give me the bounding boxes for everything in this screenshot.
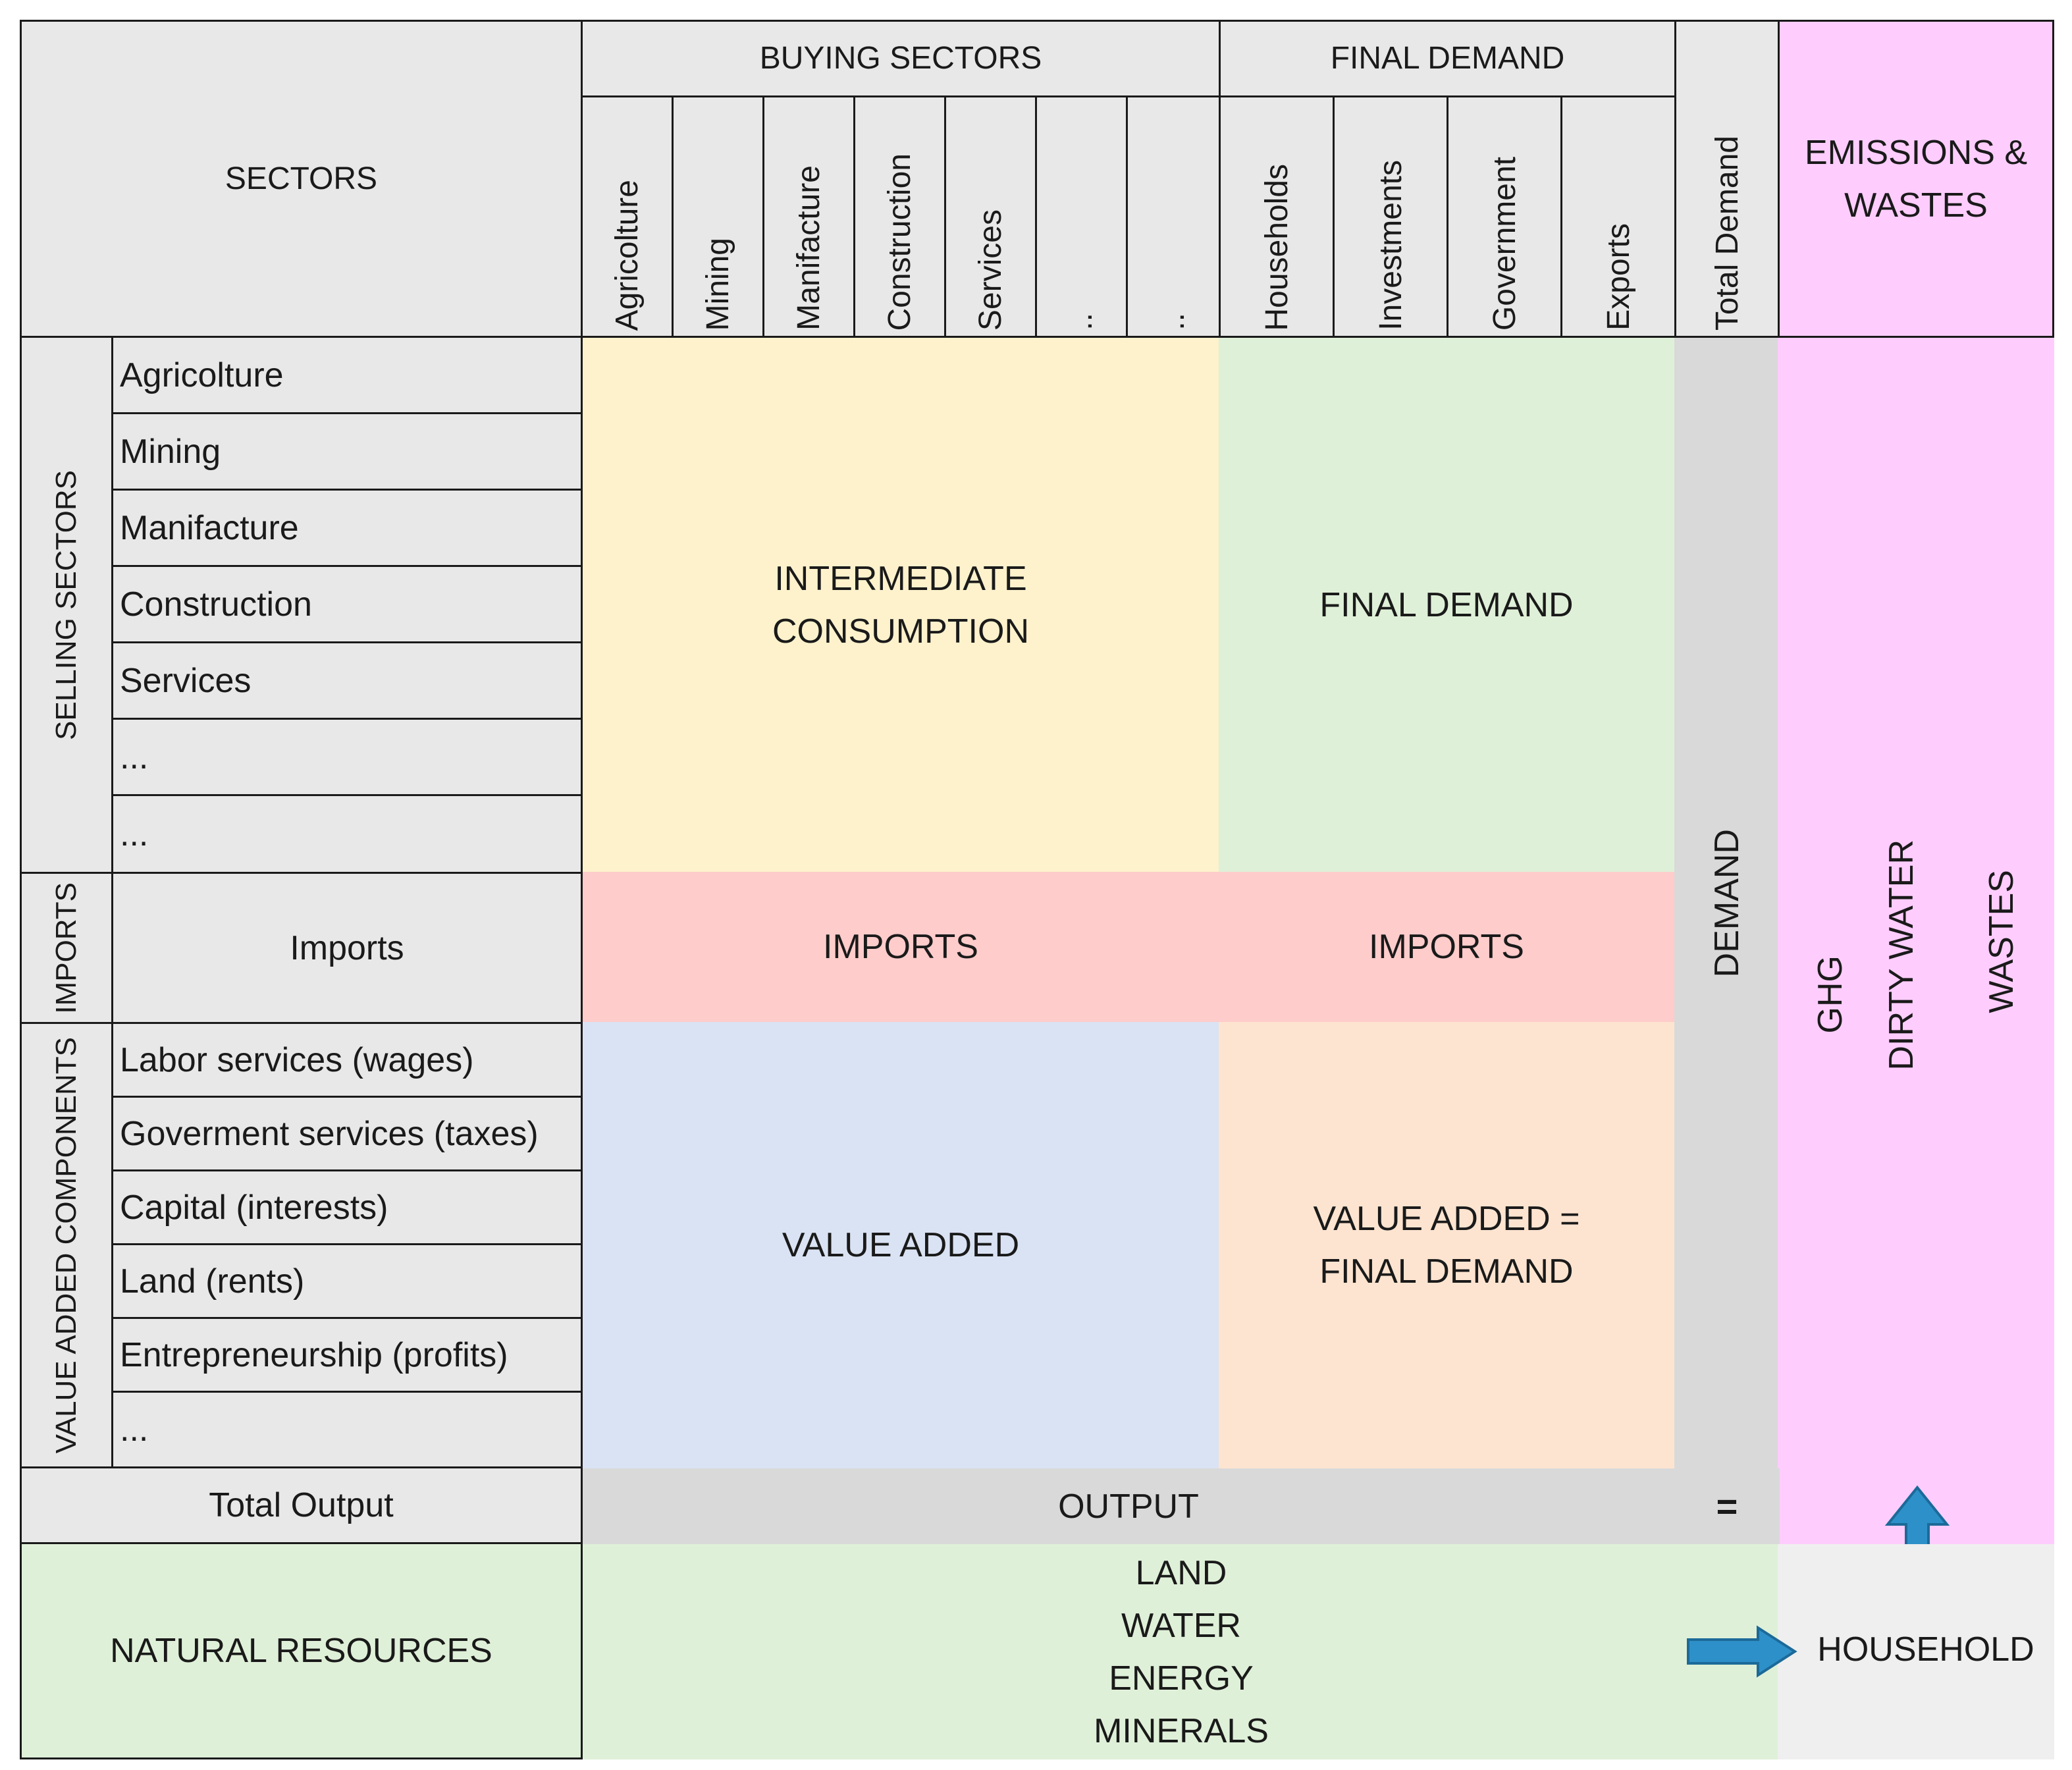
selling-row-agricolture: Agricolture xyxy=(111,336,583,414)
value-added-components-group: VALUE ADDED COMPONENTS xyxy=(20,1022,113,1468)
resource-minerals: MINERALS xyxy=(1094,1711,1269,1750)
value-added-final-demand-block: VALUE ADDED = FINAL DEMAND xyxy=(1219,1022,1674,1468)
va-row-labor: Labor services (wages) xyxy=(111,1022,583,1098)
buying-col-mining: Mining xyxy=(672,95,764,338)
emission-wastes: WASTES xyxy=(1982,870,2021,1013)
selling-row-mining: Mining xyxy=(111,412,583,491)
buying-col-services: Services xyxy=(944,95,1037,338)
sectors-header: SECTORS xyxy=(20,20,583,338)
buying-col-manifacture: Manifacture xyxy=(762,95,855,338)
resource-land: LAND xyxy=(1135,1553,1227,1592)
natural-resources-label: NATURAL RESOURCES xyxy=(20,1542,583,1759)
buying-col-more-2: .. xyxy=(1126,95,1221,338)
va-row-entrepreneurship: Entrepreneurship (profits) xyxy=(111,1317,583,1393)
emission-ghg: GHG xyxy=(1811,955,1849,1034)
resource-energy: ENERGY xyxy=(1109,1659,1254,1698)
final-col-households: Households xyxy=(1219,95,1335,338)
buying-col-more-1: .. xyxy=(1035,95,1128,338)
buying-col-agricolture: Agricolture xyxy=(581,95,674,338)
natural-resources-items: LAND WATER ENERGY MINERALS xyxy=(583,1544,1780,1759)
selling-row-construction: Construction xyxy=(111,565,583,643)
demand-column: DEMAND xyxy=(1674,338,1780,1468)
emissions-column xyxy=(1778,338,2054,1544)
value-added-block: VALUE ADDED xyxy=(583,1022,1219,1468)
buying-col-construction: Construction xyxy=(853,95,946,338)
imports-intermediate-block: IMPORTS xyxy=(583,872,1219,1022)
emissions-wastes-header: EMISSIONS & WASTES xyxy=(1778,20,2054,338)
va-row-capital: Capital (interests) xyxy=(111,1169,583,1245)
selling-sectors-group: SELLING SECTORS xyxy=(20,336,113,874)
final-demand-header: FINAL DEMAND xyxy=(1219,20,1676,97)
final-col-investments: Investments xyxy=(1333,95,1448,338)
final-col-government: Government xyxy=(1447,95,1562,338)
household-panel xyxy=(1778,1544,2054,1759)
resource-water: WATER xyxy=(1121,1606,1241,1645)
final-demand-block: FINAL DEMAND xyxy=(1219,338,1674,872)
buying-sectors-header: BUYING SECTORS xyxy=(581,20,1221,97)
va-row-land: Land (rents) xyxy=(111,1243,583,1319)
output-block: OUTPUT xyxy=(583,1468,1674,1544)
right-arrow-icon xyxy=(1687,1625,1797,1678)
imports-group: IMPORTS xyxy=(20,872,113,1024)
va-row-more: ... xyxy=(111,1391,583,1468)
va-row-government: Goverment services (taxes) xyxy=(111,1096,583,1171)
emission-dirty-water: DIRTY WATER xyxy=(1882,839,1921,1071)
imports-row-label: Imports xyxy=(111,872,583,1024)
total-demand-header: Total Demand xyxy=(1674,20,1780,338)
final-col-exports: Exports xyxy=(1560,95,1676,338)
selling-row-manifacture: Manifacture xyxy=(111,489,583,567)
total-output-label: Total Output xyxy=(20,1466,583,1544)
selling-row-services: Services xyxy=(111,641,583,720)
equals-sign: = xyxy=(1674,1468,1780,1544)
selling-row-more-2: ... xyxy=(111,794,583,874)
intermediate-consumption-block: INTERMEDIATE CONSUMPTION xyxy=(583,338,1219,872)
imports-final-block: IMPORTS xyxy=(1219,872,1674,1022)
selling-row-more-1: ... xyxy=(111,718,583,796)
household-label: HOUSEHOLD xyxy=(1817,1630,2034,1669)
